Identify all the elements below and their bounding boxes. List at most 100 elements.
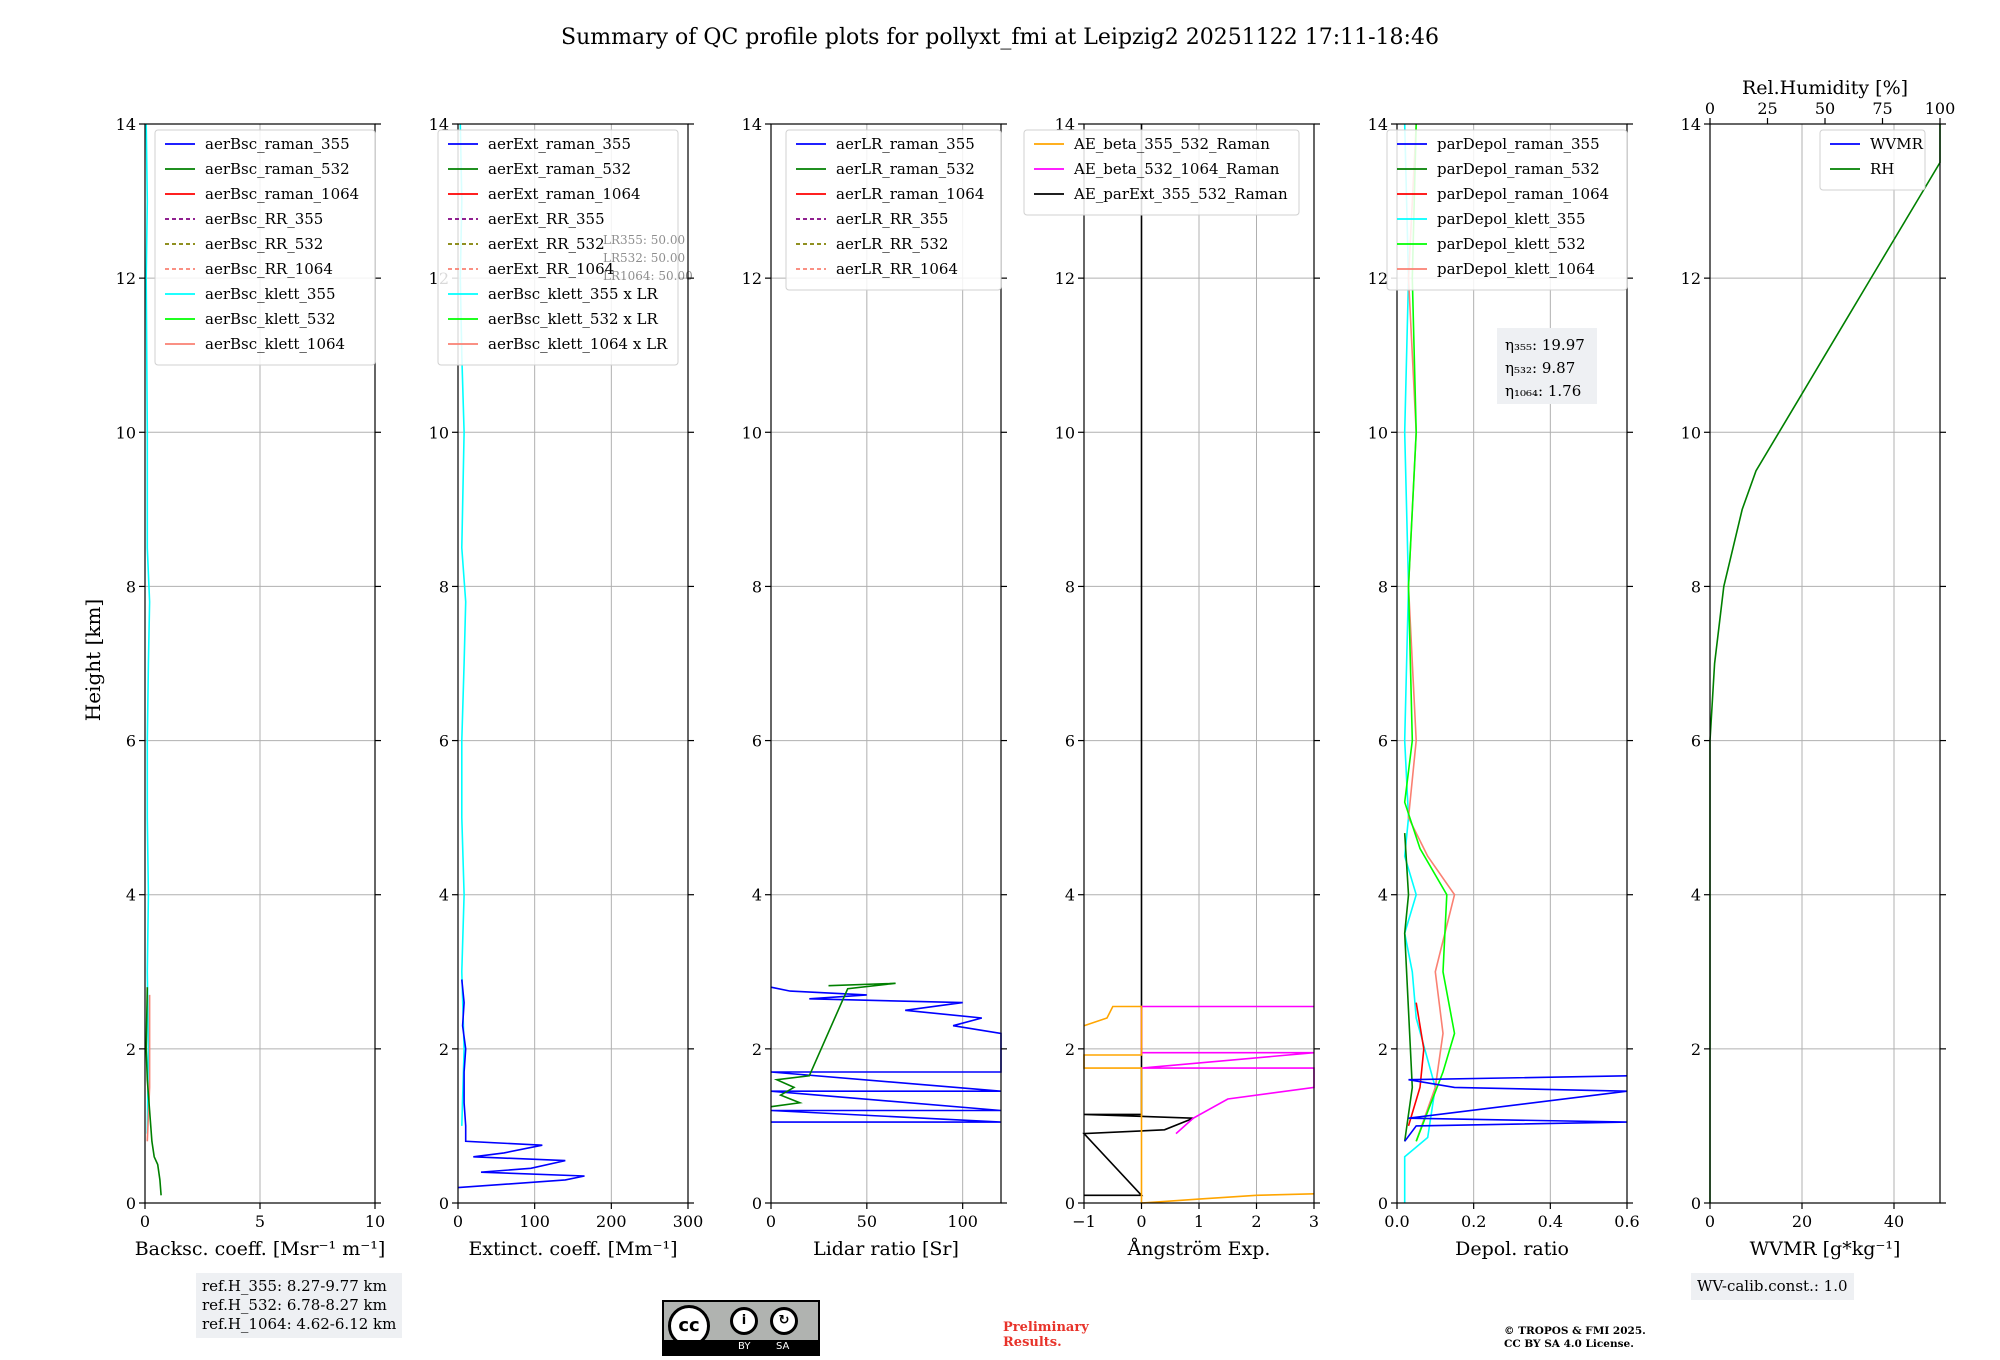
y-axis-label: Height [km] xyxy=(81,599,105,721)
x-tick-label: 200 xyxy=(596,1212,627,1231)
x-tick-label: 0 xyxy=(1705,1212,1715,1231)
legend-label: aerBsc_raman_532 xyxy=(205,160,350,178)
y-tick-label: 6 xyxy=(439,732,449,751)
series-line-parDepol_raman_1064 xyxy=(1407,1002,1425,1127)
legend-box xyxy=(1023,129,1300,216)
y-tick-label: 0 xyxy=(1691,1194,1701,1213)
series-line-AE_parExt_355_532_Raman xyxy=(1082,124,1194,1197)
legend-label: aerBsc_klett_532 x LR xyxy=(488,310,659,328)
eta-label: η₅₃₂: 9.87 xyxy=(1505,359,1575,377)
y-tick-label: 14 xyxy=(1681,115,1701,134)
x-tick-label: 100 xyxy=(519,1212,550,1231)
y-tick-label: 0 xyxy=(1065,1194,1075,1213)
ref-height-532: ref.H_532: 6.78-8.27 km xyxy=(202,1296,387,1314)
legend-label: parDepol_raman_1064 xyxy=(1437,185,1609,203)
legend-label: aerLR_raman_355 xyxy=(836,135,975,153)
legend-label: aerBsc_RR_532 xyxy=(205,235,323,253)
legend-label: AE_parExt_355_532_Raman xyxy=(1073,185,1288,203)
legend-label: aerLR_raman_1064 xyxy=(836,185,984,203)
cc-sa-label: SA xyxy=(776,1341,790,1352)
top-tick-label: 100 xyxy=(1925,99,1956,118)
legend-label: aerBsc_raman_355 xyxy=(205,135,350,153)
x-tick-label: 3 xyxy=(1309,1212,1319,1231)
copyright-line-1: © TROPOS & FMI 2025. xyxy=(1504,1325,1646,1337)
legend-label: aerExt_raman_355 xyxy=(488,135,631,153)
y-tick-label: 12 xyxy=(1055,269,1075,288)
x-axis-label: Backsc. coeff. [Msr⁻¹ m⁻¹] xyxy=(135,1238,386,1260)
series-line-aerBsc_raman_532 xyxy=(145,987,162,1196)
x-tick-label: 20 xyxy=(1792,1212,1812,1231)
x-tick-label: −1 xyxy=(1072,1212,1096,1231)
lidar-ratio-annotation: LR532: 50.00 xyxy=(603,251,685,265)
legend-label: aerBsc_RR_1064 xyxy=(205,260,333,278)
y-tick-label: 4 xyxy=(126,886,136,905)
legend-label: AE_beta_532_1064_Raman xyxy=(1073,160,1280,178)
y-tick-label: 2 xyxy=(1691,1040,1701,1059)
panel-extinction: 024681012140100200300Extinct. coeff. [Mm… xyxy=(429,115,704,1260)
legend-label: aerExt_RR_1064 xyxy=(488,260,614,278)
legend-label: RH xyxy=(1870,160,1894,178)
legend-label: aerLR_RR_1064 xyxy=(836,260,958,278)
y-tick-label: 12 xyxy=(1681,269,1701,288)
y-tick-label: 2 xyxy=(1378,1040,1388,1059)
lidar-ratio-annotation: LR355: 50.00 xyxy=(603,233,685,247)
y-tick-label: 12 xyxy=(116,269,136,288)
y-tick-label: 4 xyxy=(439,886,449,905)
legend-label: aerBsc_klett_355 xyxy=(205,285,336,303)
y-tick-label: 12 xyxy=(742,269,762,288)
x-tick-label: 0 xyxy=(453,1212,463,1231)
cc-license-badge: cc i ↻ BY SA xyxy=(662,1300,820,1356)
preliminary-line-2: Results. xyxy=(1003,1335,1062,1350)
series-line-parDepol_klett_532 xyxy=(1403,123,1456,1142)
eta-label: η₁₀₆₄: 1.76 xyxy=(1505,382,1581,400)
axes-frame xyxy=(1709,123,1941,1204)
y-tick-label: 10 xyxy=(116,423,136,442)
series-line-AE_beta_532_1064_Raman xyxy=(1140,1005,1315,1135)
legend-label: aerLR_RR_355 xyxy=(836,210,948,228)
preliminary-note: Preliminary Results. xyxy=(1003,1320,1089,1350)
y-tick-label: 8 xyxy=(1065,577,1075,596)
y-tick-label: 14 xyxy=(1368,115,1388,134)
x-tick-label: 5 xyxy=(255,1212,265,1231)
series-line-aerExt_raman_355 xyxy=(457,979,585,1189)
legend-label: aerBsc_klett_355 x LR xyxy=(488,285,659,303)
y-tick-label: 8 xyxy=(1378,577,1388,596)
y-tick-label: 14 xyxy=(429,115,449,134)
x-axis-label: Lidar ratio [Sr] xyxy=(813,1238,959,1260)
y-tick-label: 0 xyxy=(752,1194,762,1213)
y-tick-label: 0 xyxy=(1378,1194,1388,1213)
x-tick-label: 0.0 xyxy=(1384,1212,1409,1231)
y-tick-label: 12 xyxy=(1368,269,1388,288)
y-tick-label: 10 xyxy=(742,423,762,442)
y-tick-label: 6 xyxy=(752,732,762,751)
ref-height-box: ref.H_355: 8.27-9.77 km ref.H_532: 6.78-… xyxy=(196,1273,403,1338)
y-tick-label: 8 xyxy=(752,577,762,596)
axes-frame xyxy=(457,123,689,1204)
top-axis-label: Rel.Humidity [%] xyxy=(1742,77,1908,99)
legend-box xyxy=(785,129,1002,291)
legend-box xyxy=(437,129,679,366)
y-tick-label: 6 xyxy=(1691,732,1701,751)
legend-label: aerBsc_RR_355 xyxy=(205,210,323,228)
series-line-aerBsc_klett_355 xyxy=(145,123,151,1134)
panel-backscatter: 0 2 4 6 8 10 12 14 0 5 10 Backsc. coeff. [Msr⁻¹ m⁻¹… xyxy=(116,115,386,1260)
y-tick-label: 2 xyxy=(439,1040,449,1059)
y-tick-label: 6 xyxy=(1065,732,1075,751)
copyright-line-2: CC BY SA 4.0 License. xyxy=(1504,1338,1634,1350)
y-tick-label: 4 xyxy=(1691,886,1701,905)
top-tick-label: 25 xyxy=(1757,99,1777,118)
x-tick-label: 0.6 xyxy=(1614,1212,1639,1231)
x-tick-label: 1 xyxy=(1194,1212,1204,1231)
series-line-RH xyxy=(1709,124,1941,1203)
x-axis-label: Depol. ratio xyxy=(1455,1238,1569,1260)
y-tick-label: 0 xyxy=(126,1194,136,1213)
x-tick-label: 2 xyxy=(1251,1212,1261,1231)
x-tick-label: 100 xyxy=(947,1212,978,1231)
legend-label: AE_beta_355_532_Raman xyxy=(1073,135,1270,153)
y-tick-label: 6 xyxy=(1378,732,1388,751)
panel-depol: 0 2 4 6 8 10 12 14 0.0 0.2 0.4 0.6 Depol. ratio parDe… xyxy=(1368,115,1640,1260)
y-tick-label: 14 xyxy=(116,115,136,134)
y-tick-label: 8 xyxy=(439,577,449,596)
